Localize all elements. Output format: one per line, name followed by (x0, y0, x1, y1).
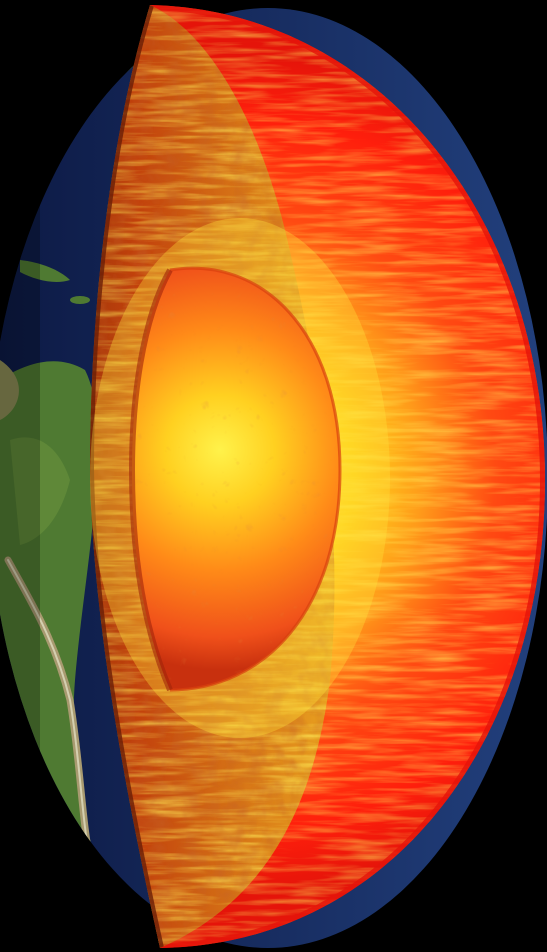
core-outline (169, 266, 342, 692)
